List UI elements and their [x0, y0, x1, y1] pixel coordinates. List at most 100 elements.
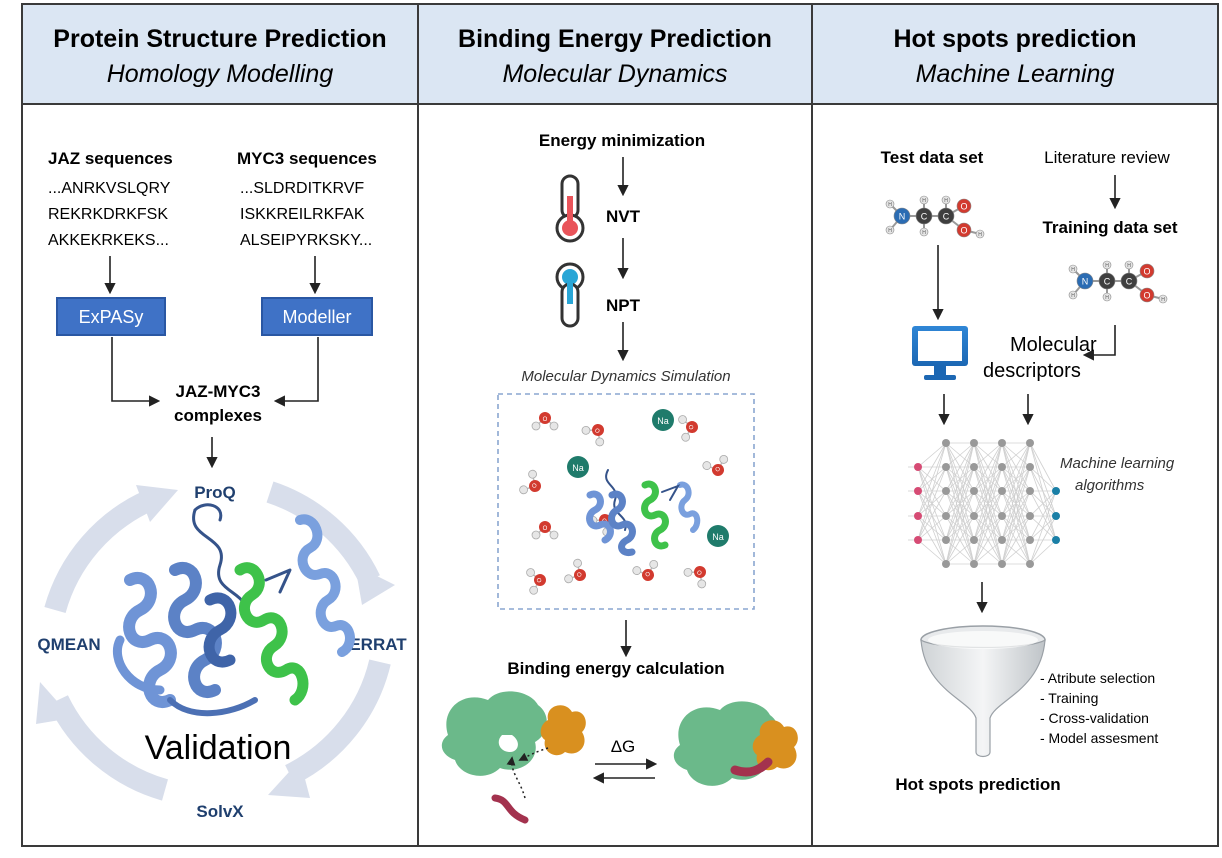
atom-label: C	[1126, 277, 1133, 287]
nvt-label: NVT	[606, 207, 641, 226]
header-band	[22, 4, 1218, 104]
qmean-label: QMEAN	[37, 635, 100, 654]
protein-complex-icon	[112, 503, 355, 717]
atom-label: O	[543, 417, 548, 423]
atom-label: O	[593, 428, 601, 436]
network-node	[942, 560, 950, 568]
computer-monitor-icon	[912, 326, 968, 380]
atom-label: N	[899, 212, 906, 222]
training-data-label: Training data set	[1042, 218, 1177, 237]
water-molecule-icon: O	[678, 415, 698, 442]
water-molecule-icon: O	[526, 568, 546, 595]
bound-complex-icon	[673, 701, 798, 786]
atom	[885, 199, 895, 209]
water-molecule-icon: O	[519, 469, 541, 495]
arrowhead-icon	[136, 485, 178, 522]
expasy-box	[56, 297, 166, 336]
water-molecule-icon: O	[531, 412, 559, 431]
svg-text:Na: Na	[572, 463, 584, 473]
atom	[885, 225, 895, 235]
atom-label: C	[943, 212, 950, 222]
atom-label: O	[535, 578, 542, 584]
atom	[956, 198, 972, 214]
jaz-heading: JAZ sequences	[48, 149, 173, 168]
descriptors-label: descriptors	[983, 360, 1081, 382]
network-node	[970, 536, 978, 544]
molecule-icon: HHH HH HN C COO	[885, 195, 985, 239]
protein-complex-small-icon	[586, 469, 701, 557]
panel3-title: Hot spots prediction	[893, 25, 1136, 53]
energy-min-label: Energy minimization	[539, 131, 705, 150]
atom-label: O	[1143, 267, 1150, 277]
receptor-blob-icon	[441, 691, 547, 776]
solvx-label: SolvX	[196, 802, 244, 821]
atom-label: H	[978, 232, 982, 238]
water-molecule-icon: O	[564, 558, 586, 584]
peptide-icon	[491, 794, 529, 824]
atom-label: C	[1104, 277, 1111, 287]
arrowhead-icon	[268, 760, 310, 798]
network-node	[970, 560, 978, 568]
ml-label: algorithms	[1075, 477, 1145, 494]
atom	[1139, 263, 1155, 279]
simulation-box	[497, 393, 755, 610]
atom-label: H	[1071, 293, 1075, 299]
molecule-icon: HHH HH HN C COO	[1068, 260, 1168, 304]
network-node	[914, 536, 922, 544]
atom-label: O	[574, 570, 582, 577]
proq-label: ProQ	[194, 483, 236, 502]
panel-protein-structure: JAZ sequences ...ANRKVSLQRY REKRKDRKFSK …	[36, 149, 407, 821]
step-item: - Training	[1040, 690, 1098, 706]
atom	[1102, 292, 1112, 302]
network-node	[1052, 487, 1060, 495]
neural-network-icon	[908, 439, 1060, 568]
panel3-subtitle: Machine Learning	[916, 60, 1115, 88]
atom	[915, 207, 933, 225]
step-item: - Cross-validation	[1040, 710, 1149, 726]
atom-label: O	[960, 202, 967, 212]
atom	[1158, 294, 1168, 304]
panel-binding-energy: Energy minimization NVT NPT Molecular Dy…	[441, 131, 798, 824]
atom-label: O	[644, 570, 651, 577]
atom-label: H	[1071, 267, 1075, 273]
atom	[1076, 272, 1094, 290]
atom-label: H	[1105, 295, 1109, 301]
atom-label: H	[1105, 263, 1109, 269]
step-item: - Atribute selection	[1040, 670, 1155, 686]
network-node	[914, 463, 922, 471]
atom-label: H	[888, 228, 892, 234]
atom-label: H	[1161, 297, 1165, 303]
thermometer-hot-icon	[555, 174, 585, 243]
npt-label: NPT	[606, 296, 641, 315]
network-node	[942, 439, 950, 447]
md-sim-label: Molecular Dynamics Simulation	[521, 368, 730, 385]
atom-label: O	[529, 481, 537, 488]
atom	[893, 207, 911, 225]
atom-label: O	[687, 425, 694, 431]
arrowhead-icon	[355, 565, 395, 605]
atom	[1139, 287, 1155, 303]
atom-label: H	[1127, 263, 1131, 269]
lit-review-label: Literature review	[1044, 148, 1170, 167]
network-node	[942, 512, 950, 520]
ion-na: Na	[652, 409, 674, 431]
atom-label: H	[888, 202, 892, 208]
funnel-icon	[920, 625, 1046, 758]
network-node	[970, 463, 978, 471]
network-node	[998, 439, 1006, 447]
network-node	[998, 463, 1006, 471]
network-node	[1026, 439, 1034, 447]
network-node	[970, 487, 978, 495]
svg-text:Na: Na	[712, 532, 724, 542]
ion-na: Na	[567, 456, 589, 478]
atom	[919, 227, 929, 237]
atom-label: H	[922, 230, 926, 236]
network-node	[942, 536, 950, 544]
atom	[1120, 272, 1138, 290]
myc-seq-line: ALSEIPYRKSKY...	[240, 232, 372, 249]
network-node	[998, 512, 1006, 520]
water-molecule-icon: O	[632, 560, 659, 581]
ligand-orange-icon	[540, 705, 586, 756]
